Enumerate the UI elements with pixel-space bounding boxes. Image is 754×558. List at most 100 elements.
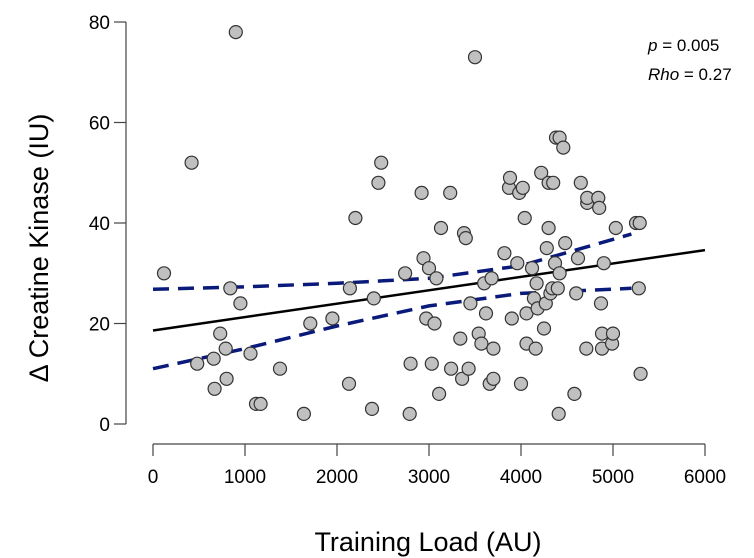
data-point	[592, 200, 607, 215]
data-point	[414, 185, 429, 200]
y-tick-label: 0	[99, 415, 110, 436]
data-point	[184, 155, 199, 170]
data-point	[608, 220, 623, 236]
data-point	[342, 281, 357, 296]
regression-line	[152, 248, 706, 332]
data-point	[233, 296, 248, 311]
data-point	[463, 296, 478, 311]
data-point	[528, 341, 543, 356]
data-point	[403, 356, 418, 371]
x-tick-label: 6000	[684, 467, 726, 488]
data-point	[398, 266, 413, 281]
data-point	[539, 241, 554, 256]
rho-annotation: Rho = 0.27	[648, 65, 732, 84]
data-point	[497, 246, 512, 261]
x-tick-label: 4000	[500, 467, 542, 488]
data-point	[432, 386, 447, 401]
data-point	[550, 281, 565, 296]
x-tick-label: 1000	[224, 467, 266, 488]
x-tick-label: 2000	[316, 467, 358, 488]
data-point	[546, 175, 561, 190]
data-point	[633, 366, 648, 381]
data-point	[213, 326, 228, 341]
data-point	[536, 321, 552, 336]
data-point	[371, 175, 386, 190]
y-tick-label: 60	[89, 114, 110, 135]
data-point	[156, 266, 172, 281]
data-point	[486, 341, 501, 356]
x-axis-label: Training Load (AU)	[314, 527, 541, 557]
y-tick-label: 40	[89, 214, 110, 235]
data-point	[429, 271, 444, 286]
data-point	[348, 210, 363, 226]
x-tick-label: 3000	[408, 467, 450, 488]
data-point	[605, 326, 621, 341]
data-point	[558, 236, 573, 251]
data-point	[551, 406, 566, 421]
data-point	[341, 376, 357, 391]
data-point	[541, 220, 556, 236]
data-point	[579, 341, 594, 356]
data-point	[569, 286, 584, 301]
data-point	[253, 396, 268, 411]
data-point	[424, 356, 439, 371]
y-axis: 0 20 40 60 80	[89, 13, 127, 436]
data-point	[444, 361, 459, 376]
fit-layer	[152, 248, 706, 332]
data-point	[433, 220, 449, 236]
data-point	[529, 276, 544, 291]
data-point	[461, 361, 476, 376]
data-point	[303, 316, 318, 331]
p-label: p	[647, 36, 657, 55]
data-point	[218, 341, 233, 356]
data-point	[402, 406, 417, 421]
data-point	[515, 180, 530, 195]
data-point	[552, 266, 567, 281]
data-point	[458, 231, 473, 246]
data-point	[484, 271, 499, 286]
data-point	[631, 281, 646, 296]
data-point	[443, 185, 458, 200]
rho-label: Rho	[648, 65, 679, 84]
data-point	[455, 371, 470, 386]
data-point	[504, 311, 519, 326]
data-point	[596, 256, 611, 271]
data-point	[632, 215, 647, 231]
data-point	[228, 24, 243, 40]
data-point	[502, 170, 518, 185]
data-point	[556, 140, 571, 155]
y-tick-label: 20	[89, 315, 110, 336]
data-point	[243, 346, 258, 361]
x-tick-label: 0	[148, 467, 159, 488]
data-point	[223, 281, 238, 296]
data-point	[474, 336, 489, 351]
p-value-annotation: p = 0.005	[647, 36, 719, 55]
data-point	[364, 401, 380, 416]
x-tick-label: 5000	[592, 467, 634, 488]
data-point	[478, 306, 494, 321]
data-point	[190, 356, 205, 371]
data-point	[486, 371, 501, 386]
points-layer	[156, 24, 648, 421]
data-point	[517, 210, 532, 226]
data-point	[510, 256, 525, 271]
data-point	[567, 386, 582, 401]
y-tick-label: 80	[89, 13, 110, 34]
data-point	[524, 261, 540, 276]
data-point	[296, 406, 311, 421]
data-point	[593, 296, 609, 311]
data-point	[467, 50, 483, 65]
p-value: = 0.005	[657, 36, 719, 55]
data-point	[374, 155, 389, 170]
data-point	[513, 376, 529, 391]
data-point	[534, 165, 549, 180]
rho-value: = 0.27	[679, 65, 731, 84]
data-point	[272, 361, 288, 376]
data-point	[206, 351, 221, 366]
x-axis: 0 1000 2000 3000 4000 5000 6000	[148, 443, 726, 488]
data-point	[421, 261, 437, 276]
y-axis-label: Δ Creatine Kinase (IU)	[24, 114, 54, 383]
data-point	[207, 381, 222, 396]
data-point	[366, 291, 381, 306]
